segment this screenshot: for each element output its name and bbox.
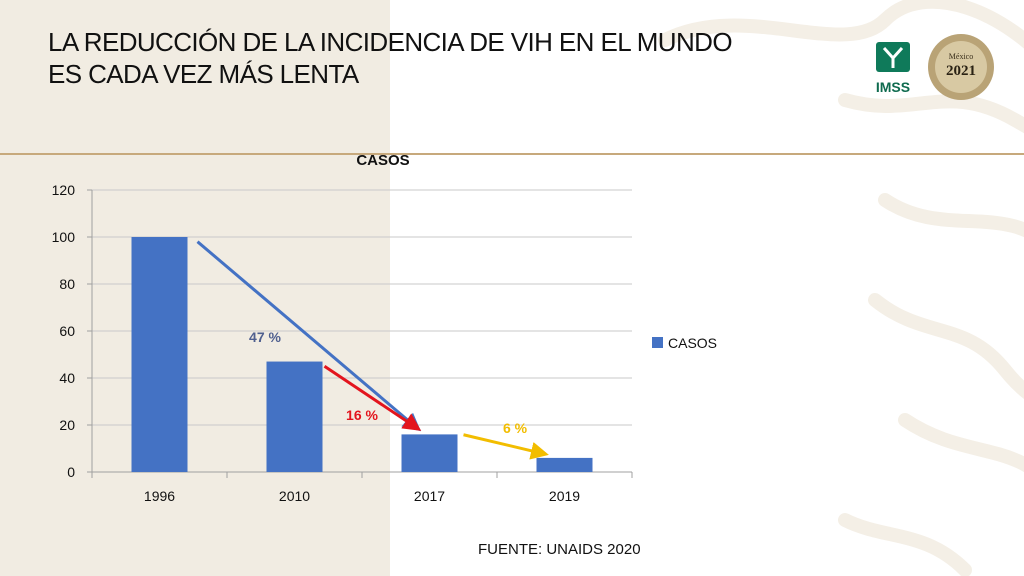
y-tick-label: 0 [67,464,75,480]
decorative-pattern [658,0,1024,576]
chart-legend: CASOS [652,335,717,351]
y-tick-label: 20 [59,417,75,433]
left-background-panel [0,0,390,576]
imss-logo: IMSS [876,42,910,95]
trend-arrow [196,240,421,432]
y-tick-label: 40 [59,370,75,386]
legend-label: CASOS [668,335,717,351]
x-tick-label: 2010 [279,488,310,504]
x-tick-label: 1996 [144,488,175,504]
bar-series [131,237,593,472]
anniversary-2021-logo: México 2021 [928,34,994,100]
slide-title-line-2: ES CADA VEZ MÁS LENTA [48,59,359,89]
source-note: FUENTE: UNAIDS 2020 [478,541,641,558]
legend-swatch [652,337,663,348]
trend-arrow [463,433,549,460]
title-divider [0,153,1024,155]
y-tick-label: 100 [52,229,76,245]
annotation-label: 6 % [503,420,528,436]
right-background-panel [390,0,1024,576]
y-axis: 0 20 40 60 80 100 120 [52,182,93,480]
y-tick-label: 120 [52,182,76,198]
slide-title: LA REDUCCIÓN DE LA INCIDENCIA DE VIH EN … [48,26,733,90]
slide-title-line-1: LA REDUCCIÓN DE LA INCIDENCIA DE VIH EN … [48,27,733,57]
chart-title: CASOS [356,152,409,169]
y-tick-label: 80 [59,276,75,292]
trend-arrow [323,365,422,431]
annotation-label: 16 % [346,407,378,423]
x-axis: 1996 2010 2017 2019 [91,472,633,504]
anniversary-logo-year: 2021 [946,63,976,79]
imss-logo-text: IMSS [876,79,910,95]
x-tick-label: 2019 [549,488,580,504]
x-tick-label: 2017 [414,488,445,504]
bar [131,237,188,472]
bar [266,361,323,472]
anniversary-logo-top-text: México [949,52,973,61]
chart-annotations: 47 % 16 % 6 % [196,240,549,460]
bar [536,457,593,472]
bar [401,434,458,472]
annotation-label: 47 % [249,329,281,345]
y-tick-label: 60 [59,323,75,339]
